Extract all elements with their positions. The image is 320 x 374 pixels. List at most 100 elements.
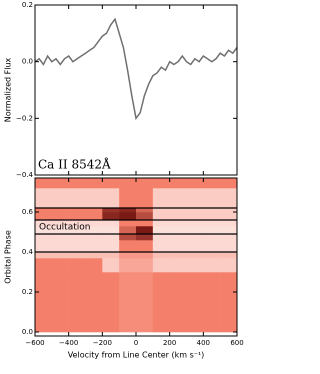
heat-cell <box>136 234 154 241</box>
x-tick-label: 400 <box>197 339 210 347</box>
heat-cell <box>35 208 53 213</box>
heat-cell <box>203 188 221 199</box>
heat-cell <box>102 178 120 189</box>
heat-cell <box>85 212 103 221</box>
heat-cell <box>169 208 187 213</box>
heat-cell <box>68 220 86 227</box>
heat-cell <box>119 240 137 253</box>
figure: Ca II 8542Å −0.4 −0.2 0.0 0.2 Normalized Flux… <box>4 1 244 360</box>
heat-cell <box>152 198 170 209</box>
heat-cell <box>68 188 86 199</box>
x-tick-label: 600 <box>230 339 243 347</box>
heat-cell <box>220 220 238 227</box>
heat-cell <box>152 240 170 253</box>
heat-cell <box>186 212 204 221</box>
heat-cell <box>186 220 204 227</box>
heat-cell <box>35 258 53 273</box>
heat-cell <box>51 208 69 213</box>
heat-cell <box>169 212 187 221</box>
heat-cell <box>35 212 53 221</box>
heat-cell <box>152 272 170 333</box>
heat-cell <box>51 188 69 199</box>
heat-cell <box>220 178 238 189</box>
heat-cell <box>102 208 120 213</box>
heat-cell <box>85 234 103 241</box>
heat-cell <box>51 226 69 235</box>
heat-cell <box>119 252 137 259</box>
heat-cell <box>203 272 221 333</box>
y-tick-label: −0.2 <box>16 114 33 122</box>
x-tick-label: −400 <box>59 339 78 347</box>
heat-cell <box>186 252 204 259</box>
heat-cell <box>51 240 69 253</box>
heat-cell <box>203 198 221 209</box>
heat-cell <box>136 198 154 209</box>
heat-cell <box>186 178 204 189</box>
x-axis-label: Velocity from Line Center (km s⁻¹) <box>68 351 205 360</box>
heat-cell <box>102 240 120 253</box>
heat-cell <box>169 198 187 209</box>
y-tick-label: 0.0 <box>22 328 33 336</box>
heat-cell <box>186 188 204 199</box>
heat-cell <box>136 272 154 333</box>
heat-cell <box>169 234 187 241</box>
heat-cell <box>152 178 170 189</box>
heat-cell <box>203 252 221 259</box>
heat-cell <box>119 188 137 199</box>
heat-cell <box>85 272 103 333</box>
heat-cell <box>169 272 187 333</box>
heat-cell <box>51 272 69 333</box>
heat-cell <box>68 212 86 221</box>
heat-cell <box>102 272 120 333</box>
heat-cell <box>136 258 154 273</box>
heat-cell <box>220 272 238 333</box>
x-tick-label: −600 <box>25 339 44 347</box>
heat-cell <box>119 272 137 333</box>
heat-cell <box>119 212 137 221</box>
y-axis-label: Normalized Flux <box>4 57 13 122</box>
heat-cell <box>102 198 120 209</box>
heat-cell <box>102 258 120 273</box>
heat-cell <box>119 220 137 227</box>
heat-cell <box>85 220 103 227</box>
heat-cell <box>169 178 187 189</box>
heat-cell <box>203 240 221 253</box>
heat-cell <box>152 220 170 227</box>
heat-cell <box>169 188 187 199</box>
heat-cell <box>51 178 69 189</box>
heat-cell <box>203 212 221 221</box>
heat-cell <box>220 198 238 209</box>
heat-cell <box>102 234 120 241</box>
y-tick-label: 0.2 <box>22 1 33 9</box>
heat-cell <box>68 226 86 235</box>
heat-cell <box>220 258 238 273</box>
heat-cell <box>85 226 103 235</box>
heat-cell <box>85 258 103 273</box>
annotation: Ca II 8542Å <box>38 157 111 172</box>
heat-cell <box>186 208 204 213</box>
heat-cell <box>152 226 170 235</box>
heat-cell <box>102 226 120 235</box>
heat-cell <box>169 220 187 227</box>
heat-cell <box>35 220 53 227</box>
heat-cell <box>136 226 154 235</box>
heat-cell <box>119 208 137 213</box>
heat-cell <box>136 212 154 221</box>
y-tick-label: 0.6 <box>22 208 34 216</box>
x-tick-label: 200 <box>163 339 176 347</box>
heat-cell <box>102 220 120 227</box>
y-tick-label: 0.0 <box>22 58 33 66</box>
heat-cell <box>220 212 238 221</box>
heat-cell <box>85 188 103 199</box>
x-tick-label: 0 <box>134 339 138 347</box>
annotation: Occultation <box>39 223 90 233</box>
heat-cell <box>102 188 120 199</box>
heat-cell <box>119 178 137 189</box>
heat-cell <box>169 240 187 253</box>
y-tick-label: 0.4 <box>22 248 34 256</box>
heat-cell <box>203 208 221 213</box>
heat-cell <box>68 258 86 273</box>
heat-cell <box>186 240 204 253</box>
heat-cell <box>203 234 221 241</box>
heat-cell <box>68 198 86 209</box>
